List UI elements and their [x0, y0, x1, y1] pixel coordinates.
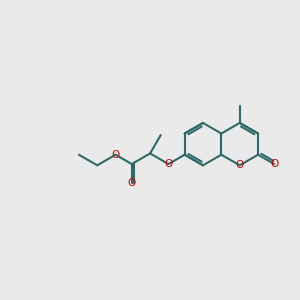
Text: O: O: [270, 159, 278, 169]
Text: O: O: [128, 178, 136, 188]
Text: O: O: [112, 150, 120, 160]
Text: O: O: [164, 159, 172, 169]
Text: O: O: [236, 160, 244, 170]
